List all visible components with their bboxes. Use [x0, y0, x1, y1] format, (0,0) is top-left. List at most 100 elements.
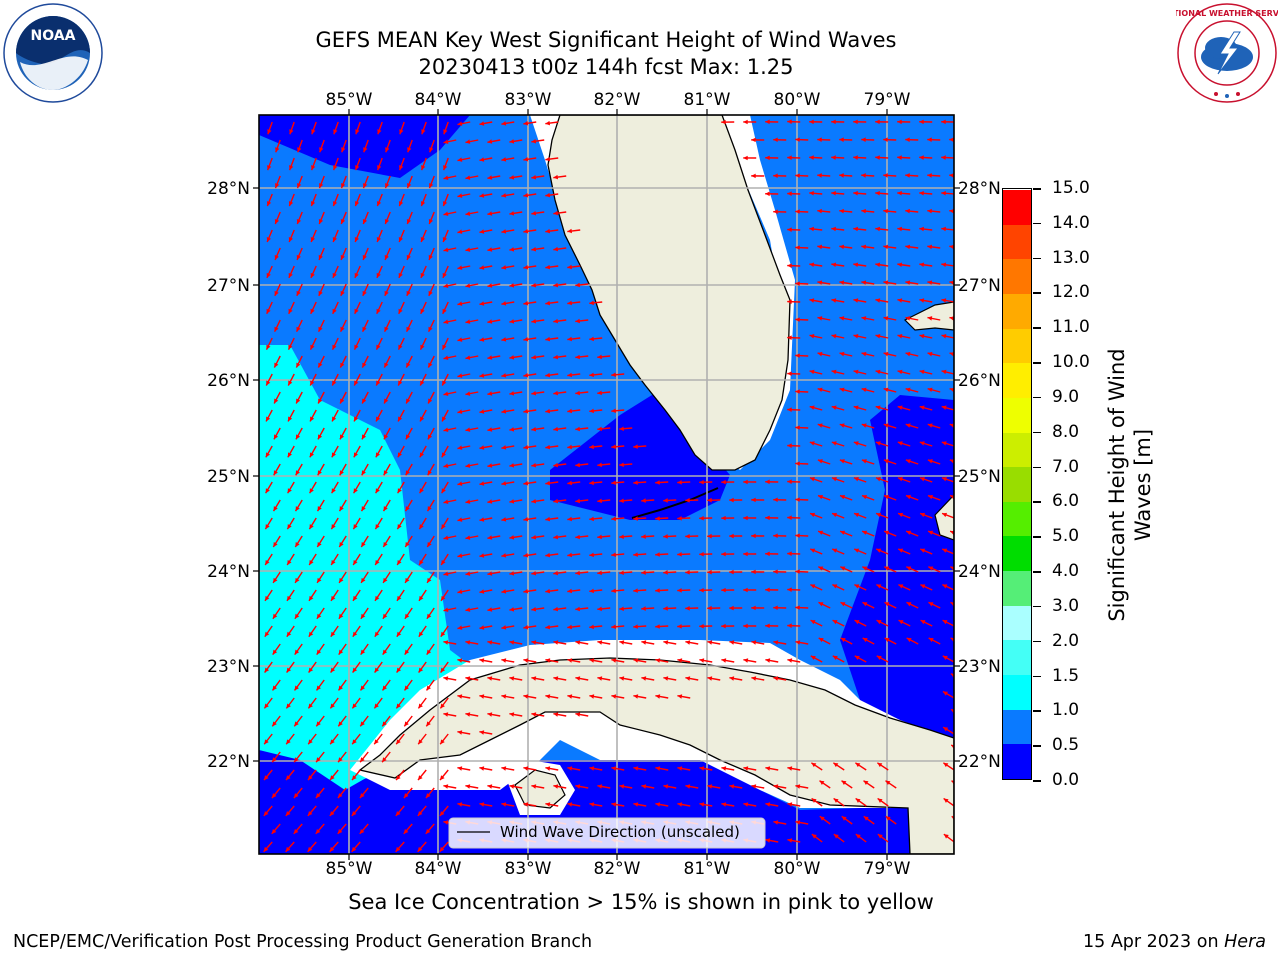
wave-arrow-head [443, 319, 449, 324]
wave-arrow-head [318, 290, 323, 296]
colorbar-tick-label: 0.5 [1052, 735, 1080, 756]
wave-arrow-head [479, 730, 485, 735]
wave-arrow-head [395, 811, 401, 816]
wave-arrow-head [853, 369, 859, 375]
wave-arrow-head [920, 584, 926, 589]
wave-arrow-head [567, 408, 573, 414]
wave-arrow-head [272, 721, 277, 727]
wave-arrow-head [487, 535, 493, 540]
wave-arrow-head [501, 409, 507, 414]
wave-arrow-head [359, 828, 365, 834]
wave-arrow-head [383, 542, 388, 548]
wave-arrow-head [949, 351, 954, 357]
wave-arrow-head [861, 244, 867, 250]
wave-arrow-head [787, 551, 792, 556]
wave-arrow-head [338, 757, 343, 763]
wave-arrow-head [332, 344, 337, 350]
wave-arrow-head [273, 542, 278, 548]
wave-arrow-head [699, 658, 705, 663]
wave-arrow-head [443, 784, 449, 789]
wave-arrow-head [897, 262, 903, 268]
wave-arrow-head [545, 156, 551, 162]
wave-arrow-head [831, 191, 836, 196]
wave-arrow-head [316, 613, 322, 619]
wave-arrow-head [743, 155, 748, 161]
wave-arrow-head [465, 571, 471, 576]
wave-arrow-head [809, 262, 815, 268]
wave-arrow-head [743, 551, 748, 557]
wave-arrow-head [354, 308, 359, 314]
lat-label-right: 24°N [958, 562, 1001, 582]
wave-arrow-head [589, 336, 594, 342]
wave-arrow-head [440, 775, 445, 781]
wave-arrow-head [575, 498, 580, 504]
wave-arrow-head [405, 577, 410, 583]
wave-arrow-head [310, 236, 315, 242]
wave-arrow-head [743, 119, 748, 125]
wave-arrow-head [875, 226, 880, 232]
bahamas-grand-island [903, 301, 954, 331]
wave-arrow-head [465, 211, 471, 216]
wave-arrow-head [523, 481, 529, 486]
wave-arrow-head [611, 552, 616, 558]
wave-arrow-head [465, 712, 471, 717]
wave-arrow-head [949, 208, 954, 214]
wave-arrow-head [442, 344, 447, 350]
wave-arrow-head [619, 534, 624, 539]
wave-arrow-head [419, 559, 424, 565]
wave-arrow-head [787, 515, 792, 520]
colorbar-tick [1033, 571, 1041, 573]
wave-arrow-head [787, 407, 792, 412]
wave-arrow-head [443, 607, 449, 612]
wave-arrow-head [286, 667, 292, 673]
wave-arrow-head [487, 283, 493, 288]
wave-arrow-head [479, 589, 485, 594]
wave-arrow-head [501, 265, 507, 270]
wave-arrow-head [773, 640, 779, 645]
wave-arrow-head [919, 477, 925, 482]
wave-arrow-head [833, 834, 839, 839]
wave-arrow-head [457, 301, 463, 306]
wave-arrow-head [531, 246, 537, 252]
wave-arrow-head [839, 423, 845, 428]
legend-label: Wind Wave Direction (unscaled) [500, 823, 740, 841]
wave-arrow-head [296, 362, 301, 368]
wave-arrow-head [655, 588, 660, 593]
wave-arrow-head [362, 326, 367, 332]
wave-arrow-head [641, 606, 646, 611]
wave-arrow-head [883, 316, 889, 321]
wave-arrow-head [751, 173, 756, 179]
wave-arrow-head [421, 165, 426, 171]
wave-arrow-head [351, 846, 357, 852]
wave-arrow-head [721, 623, 726, 629]
wave-arrow-head [589, 408, 594, 414]
wave-arrow-head [285, 811, 291, 816]
wave-arrow-head [317, 434, 323, 440]
wave-arrow-head [332, 201, 338, 207]
wave-arrow-head [685, 606, 690, 611]
wave-arrow-head [795, 640, 801, 645]
wave-arrow-head [457, 157, 463, 162]
wave-arrow-head [457, 409, 463, 414]
wave-arrow-head [575, 676, 581, 681]
wave-arrow-head [339, 470, 344, 476]
wave-arrow-head [479, 658, 485, 663]
wave-arrow-head [589, 552, 594, 558]
wave-arrow-head [362, 290, 367, 296]
wave-arrow-head [597, 426, 602, 432]
wave-arrow-head [833, 798, 839, 803]
wave-arrow-head [398, 380, 403, 386]
wave-arrow-head [427, 542, 432, 548]
wave-arrow-head [353, 452, 359, 458]
wave-arrow-head [839, 208, 844, 214]
wave-arrow-head [795, 425, 800, 430]
colorbar-title: Significant Height of Wind Waves [m] [1105, 348, 1155, 622]
wave-arrow-head [399, 129, 404, 135]
wave-arrow-head [523, 658, 529, 663]
wave-arrow-head [354, 344, 359, 350]
wave-arrow-head [428, 326, 433, 332]
wave-arrow-head [884, 494, 889, 500]
wave-arrow-head [340, 398, 345, 404]
wave-arrow-head [309, 524, 314, 530]
wave-arrow-head [589, 658, 595, 663]
